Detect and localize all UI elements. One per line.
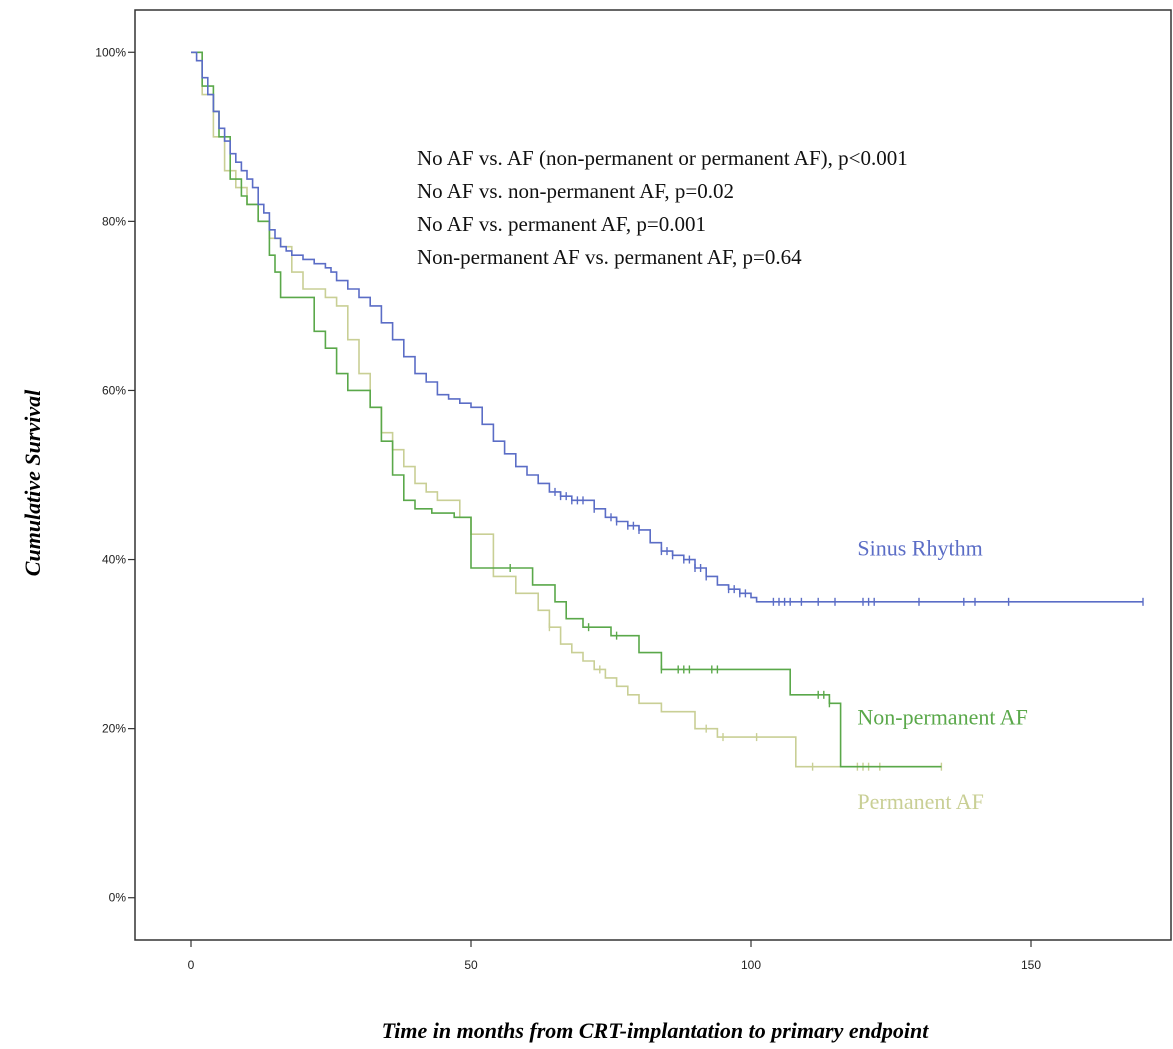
series-line xyxy=(191,51,942,768)
x-axis: 0 50 100 150 xyxy=(188,940,1041,972)
annotation-4: Non-permanent AF vs. permanent AF, p=0.6… xyxy=(417,245,802,269)
y-tick-label: 60% xyxy=(102,383,126,397)
x-tick-label: 150 xyxy=(1021,958,1041,972)
x-tick-label: 50 xyxy=(464,958,478,972)
annotation-3: No AF vs. permanent AF, p=0.001 xyxy=(417,212,706,236)
series-label: Sinus Rhythm xyxy=(857,535,982,560)
series-line xyxy=(191,51,1143,603)
y-tick-label: 0% xyxy=(109,891,127,905)
x-axis-title: Time in months from CRT-implantation to … xyxy=(382,1018,930,1043)
series-1 xyxy=(191,51,942,768)
plot-frame xyxy=(134,9,1172,941)
series-label: Permanent AF xyxy=(857,789,984,814)
x-tick-label: 100 xyxy=(741,958,761,972)
annotation-1: No AF vs. AF (non-permanent or permanent… xyxy=(417,146,908,170)
y-tick-label: 40% xyxy=(102,553,126,567)
series-label: Non-permanent AF xyxy=(857,704,1027,729)
y-tick-label: 20% xyxy=(102,722,126,736)
x-tick-label: 0 xyxy=(188,958,195,972)
series-layer: Sinus Rhythm Non-permanent AF Permanent AF xyxy=(191,51,1144,814)
y-tick-label: 100% xyxy=(95,45,126,59)
series-0 xyxy=(191,51,1144,606)
annotation-block: No AF vs. AF (non-permanent or permanent… xyxy=(417,146,908,269)
y-axis: 0% 20% 40% 60% 80% 100% xyxy=(95,45,135,905)
y-axis-title: Cumulative Survival xyxy=(20,389,45,576)
y-tick-label: 80% xyxy=(102,214,126,228)
annotation-2: No AF vs. non-permanent AF, p=0.02 xyxy=(417,179,734,203)
